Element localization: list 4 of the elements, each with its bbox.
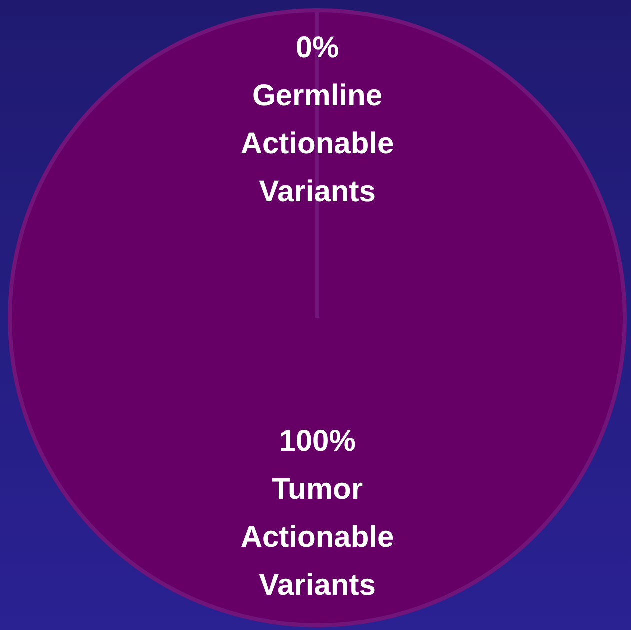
text: 0% <box>296 31 340 64</box>
data-label: 100% <box>279 425 356 458</box>
category-label: Germline Actionable Variants <box>240 79 394 208</box>
slice-label: Tumor Actionable Variants <box>240 473 394 602</box>
